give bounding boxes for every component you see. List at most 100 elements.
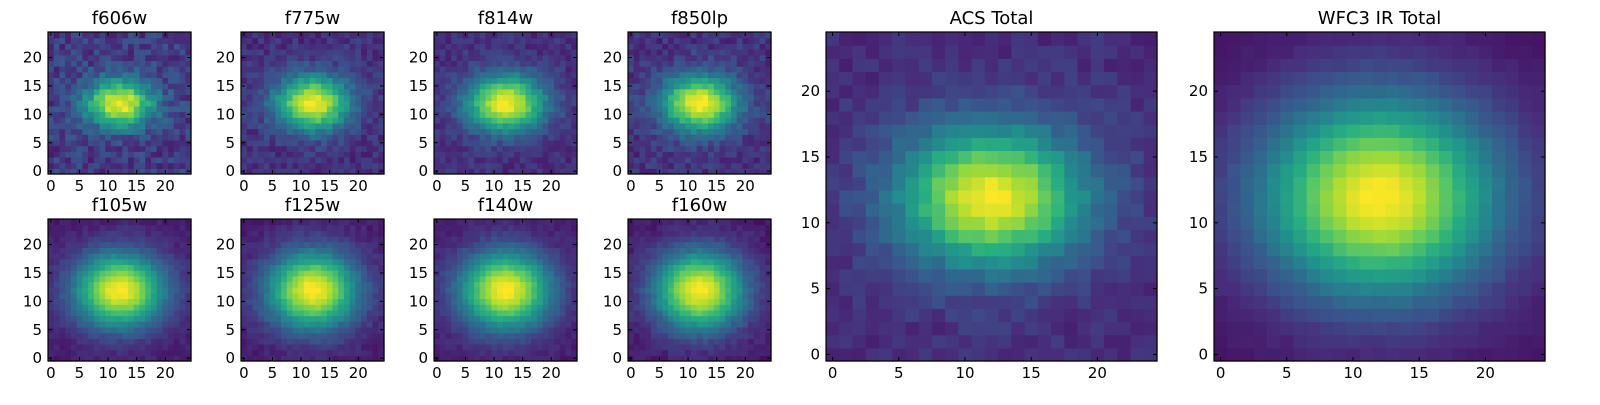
y-tick-label: 15 [23,77,42,95]
heatmap-cell [258,230,264,236]
heatmap-cell [754,163,760,169]
heatmap-cell [298,259,304,265]
heatmap-cell [674,100,680,106]
heatmap-cell [674,270,680,276]
heatmap-cell [252,304,258,310]
heatmap-cell [82,350,88,356]
heatmap-cell [445,106,451,112]
heatmap-cell [180,253,186,259]
heatmap-cell [111,316,117,322]
heatmap-cell [731,338,737,344]
heatmap-cell [180,163,186,169]
heatmap-cell [526,38,532,44]
heatmap-cell [748,117,754,123]
heatmap-cell [292,106,298,112]
heatmap-cell [697,151,703,157]
heatmap-cell [157,304,163,310]
heatmap-cell [292,293,298,299]
heatmap-cell [440,316,446,322]
heatmap-cell [361,43,367,49]
heatmap-cell [77,270,83,276]
heatmap-cell [685,43,691,49]
heatmap-cell [128,230,134,236]
heatmap-cell [122,157,128,163]
heatmap-cell [742,83,748,89]
heatmap-cell [491,327,497,333]
heatmap-cell [168,112,174,118]
heatmap-cell [457,287,463,293]
heatmap-cell [754,43,760,49]
heatmap-cell [344,38,350,44]
heatmap-cell [645,333,651,339]
heatmap-cell [531,236,537,242]
heatmap-cell [180,316,186,322]
heatmap-cell [180,123,186,129]
heatmap-cell [241,321,247,327]
heatmap-cell [65,106,71,112]
heatmap-cell [491,123,497,129]
heatmap-cell [140,276,146,282]
heatmap-cell [451,112,457,118]
heatmap-cell [548,242,554,248]
heatmap-cell [537,253,543,259]
heatmap-cell [468,100,474,106]
heatmap-cell [548,151,554,157]
heatmap-cell [566,219,572,225]
heatmap-cell [82,140,88,146]
heatmap-cell [537,134,543,140]
heatmap-cell [128,32,134,38]
heatmap-cell [82,281,88,287]
heatmap-cell [99,259,105,265]
heatmap-cell [657,316,663,322]
heatmap-cell [668,100,674,106]
heatmap-cell [554,253,560,259]
heatmap-cell [151,236,157,242]
heatmap-cell [543,253,549,259]
heatmap-cell [566,129,572,135]
heatmap-cell [679,49,685,55]
heatmap-cell [145,299,151,305]
heatmap-cell [554,333,560,339]
heatmap-cell [77,316,83,322]
heatmap-cell [77,43,83,49]
heatmap-cell [503,38,509,44]
heatmap-cell [543,264,549,270]
heatmap-cell [674,38,680,44]
heatmap-cell [520,72,526,78]
heatmap-cell [548,344,554,350]
heatmap-cell [674,350,680,356]
heatmap-cell [270,129,276,135]
heatmap-cell [560,83,566,89]
heatmap-cell [117,43,123,49]
heatmap-cell [480,60,486,66]
heatmap-cell [241,259,247,265]
heatmap-cell [361,106,367,112]
heatmap-cell [361,123,367,129]
heatmap-cell [145,253,151,259]
heatmap-cell [162,281,168,287]
heatmap-cell [304,83,310,89]
heatmap-cell [685,287,691,293]
heatmap-cell [491,264,497,270]
heatmap-cell [180,270,186,276]
heatmap-cell [241,344,247,350]
heatmap-cell [99,287,105,293]
heatmap-cell [361,100,367,106]
heatmap-cell [645,140,651,146]
heatmap-cell [117,146,123,152]
heatmap-cell [134,287,140,293]
heatmap-cell [560,38,566,44]
heatmap-cell [77,77,83,83]
heatmap-cell [247,281,253,287]
heatmap-cell [315,327,321,333]
heatmap-cell [174,112,180,118]
heatmap-cell [531,123,537,129]
heatmap-cell [451,321,457,327]
heatmap-cell [508,230,514,236]
heatmap-cell [292,157,298,163]
heatmap-cell [373,66,379,72]
heatmap-cell [304,344,310,350]
heatmap-cell [247,66,253,72]
heatmap-cell [697,321,703,327]
heatmap-cell [457,38,463,44]
